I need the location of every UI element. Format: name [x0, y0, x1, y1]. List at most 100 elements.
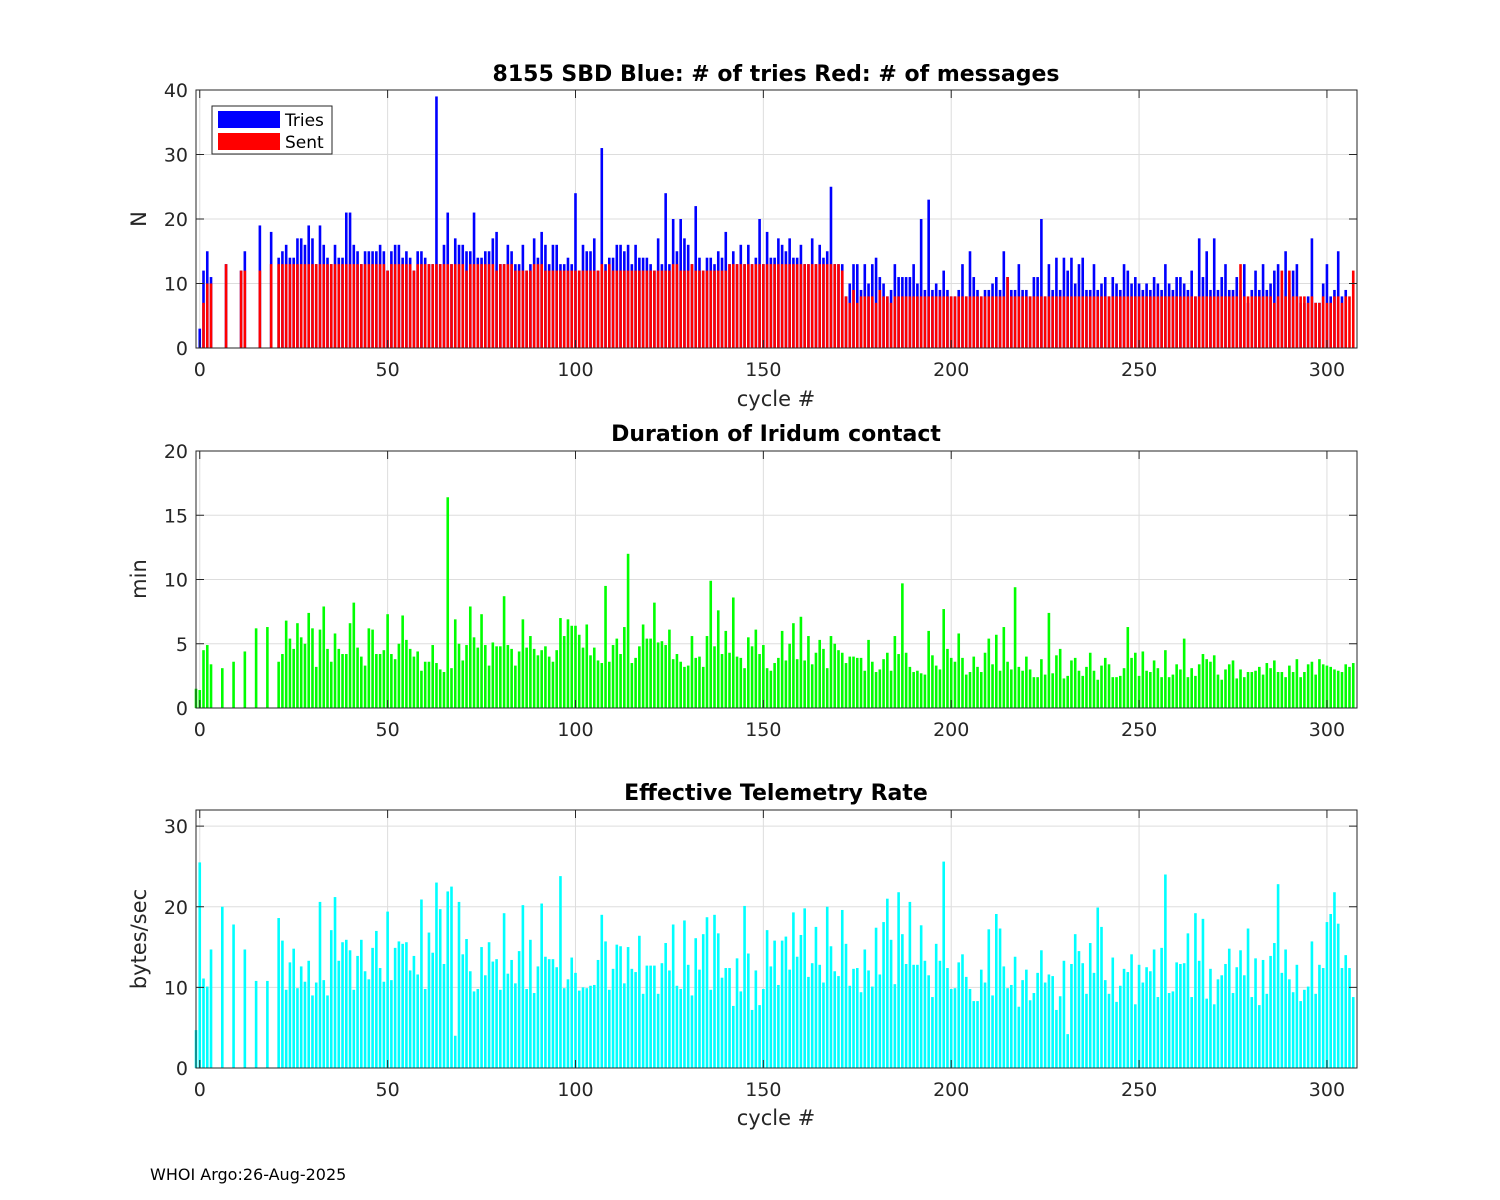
bar-sent [1017, 296, 1021, 348]
bar-duration [822, 648, 825, 708]
bar-sent [1092, 296, 1096, 348]
bar-rate [322, 980, 326, 1068]
bar-sent [1010, 296, 1013, 348]
bar-sent [465, 270, 468, 348]
bar-rate [337, 960, 341, 1068]
bar-rate [743, 905, 746, 1068]
bar-sent [1077, 296, 1081, 348]
bar-duration [198, 690, 202, 708]
bar-rate [390, 980, 393, 1068]
bar-sent [919, 296, 923, 348]
bar-duration [829, 636, 833, 708]
bar-rate [367, 979, 371, 1068]
bar-sent [792, 264, 795, 348]
bar-sent [1205, 296, 1209, 348]
legend: Tries Sent [211, 105, 333, 155]
y-tick-label: 10 [164, 977, 188, 999]
y-tick-label: 10 [164, 274, 188, 296]
bar-duration [889, 670, 893, 708]
bar-rate [889, 939, 893, 1068]
bar-duration [472, 637, 476, 708]
bar-sent [472, 264, 476, 348]
bar-tries [435, 96, 438, 348]
bar-duration [912, 672, 915, 708]
bar-rate [814, 926, 818, 1068]
bar-duration [709, 580, 713, 708]
bar-sent [1220, 296, 1224, 348]
bar-rate [386, 911, 389, 1068]
bar-sent [871, 296, 874, 348]
bar-rate [1115, 1001, 1118, 1068]
bar-duration [1149, 672, 1152, 708]
bar-duration [649, 638, 652, 708]
bar-sent [690, 264, 694, 348]
bar-tries [1212, 238, 1216, 348]
bar-rate [912, 964, 915, 1068]
bar-duration [1021, 670, 1024, 708]
bar-sent [653, 270, 656, 348]
bar-rate [1167, 993, 1171, 1068]
bar-sent [1224, 296, 1227, 348]
bar-rate [1280, 972, 1284, 1068]
bar-rate [919, 925, 923, 1068]
bar-duration [638, 646, 641, 708]
bar-sent [758, 264, 761, 348]
bar-duration [1284, 677, 1287, 708]
bar-duration [1077, 670, 1081, 708]
bar-sent [1273, 302, 1276, 348]
tries-sent-panel: 0 50 100 150 200 250 300 0 10 20 30 40 8155 SBD Blu… [127, 62, 1358, 411]
bar-sent [1055, 296, 1058, 348]
bar-duration [577, 634, 581, 708]
bar-rate [1164, 874, 1167, 1068]
bar-rate [807, 976, 810, 1068]
bar-sent [698, 270, 701, 348]
bar-duration [773, 663, 776, 708]
bar-duration [397, 643, 401, 708]
bar-sent [844, 296, 848, 348]
bar-duration [375, 654, 378, 708]
bar-rate [277, 918, 280, 1068]
bar-rate [739, 991, 743, 1068]
bar-duration [762, 645, 765, 708]
bar-duration [1111, 677, 1115, 708]
bar-duration [1118, 675, 1122, 708]
bar-duration [352, 602, 356, 708]
bar-sent [848, 302, 852, 348]
bar-duration [1306, 664, 1310, 708]
bar-duration [619, 654, 622, 708]
bar-rate [1047, 974, 1051, 1068]
y-tick-label: 40 [164, 80, 188, 102]
bar-sent [243, 270, 247, 348]
bar-duration [1314, 674, 1317, 708]
bar-duration [329, 661, 333, 708]
bar-rate [378, 968, 382, 1068]
bar-rate [1006, 988, 1009, 1068]
bar-sent [638, 270, 641, 348]
bar-sent [431, 264, 435, 348]
bar-sent [476, 264, 480, 348]
bar-sent [840, 270, 844, 348]
bar-rate [987, 929, 991, 1068]
bar-duration [1051, 673, 1054, 708]
plot-area [196, 810, 1357, 1068]
bar-rate [713, 914, 716, 1068]
bar-sent [1066, 296, 1069, 348]
bar-rate [484, 975, 487, 1068]
bar-rate [232, 924, 235, 1068]
bar-rate [1224, 963, 1227, 1068]
bar-sent [453, 264, 457, 348]
bar-sent [656, 270, 660, 348]
bar-sent [968, 296, 972, 348]
bar-sent [991, 296, 994, 348]
x-tick-label: 0 [194, 1079, 206, 1101]
bar-sent [754, 264, 758, 348]
bar-rate [446, 891, 450, 1068]
bar-duration [600, 663, 604, 708]
x-tick-label: 50 [376, 719, 400, 741]
bar-sent [1186, 296, 1190, 348]
bar-rate [720, 977, 724, 1068]
bar-rate [1141, 982, 1145, 1068]
bar-rate [653, 965, 656, 1068]
bar-rate [506, 973, 510, 1068]
bar-rate [754, 970, 758, 1068]
